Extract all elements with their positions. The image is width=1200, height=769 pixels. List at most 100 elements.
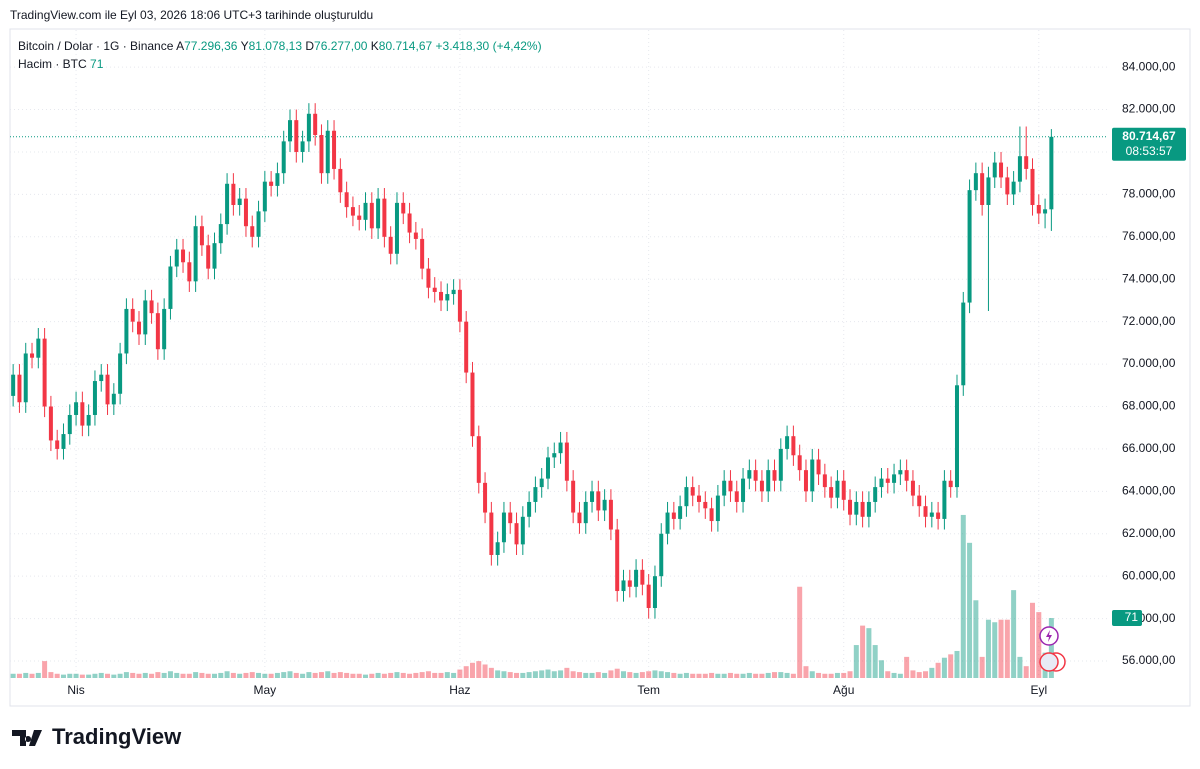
- ohlc-label: K: [370, 39, 379, 53]
- volume-bar: [809, 671, 815, 678]
- candle-body: [199, 226, 204, 246]
- volume-bar: [167, 671, 173, 678]
- volume-bar: [979, 656, 985, 678]
- candle-body: [1024, 156, 1029, 169]
- volume-bar: [92, 673, 98, 678]
- volume-bar: [306, 672, 312, 678]
- candle-body: [816, 459, 821, 475]
- candle-body: [111, 393, 116, 405]
- ohlc-value: 76.277,00: [314, 39, 368, 53]
- volume-bar: [293, 672, 299, 678]
- candle-body: [294, 120, 299, 152]
- candle-body: [250, 226, 255, 237]
- volume-bar: [765, 672, 771, 678]
- y-tick-label: 76.000,00: [1122, 229, 1176, 243]
- candle-body: [130, 308, 135, 322]
- volume-bar: [866, 628, 872, 678]
- volume-bar: [98, 672, 104, 678]
- candle-body: [508, 512, 513, 524]
- volume-bar: [935, 662, 941, 678]
- last-price-badge: [1112, 127, 1186, 161]
- candle-body: [313, 113, 318, 135]
- volume-bar: [54, 673, 60, 678]
- x-tick-label: Nis: [67, 683, 84, 697]
- volume-bar: [822, 673, 828, 678]
- event-icon-glyph: [1046, 630, 1052, 642]
- x-tick-label: Ağu: [833, 683, 854, 697]
- candle-body: [615, 529, 620, 592]
- candle-body: [829, 487, 834, 498]
- volume-bar: [501, 671, 507, 678]
- volume-bar: [1017, 656, 1023, 678]
- candle-body: [797, 455, 802, 471]
- candle-body: [483, 482, 488, 513]
- candle-body: [684, 487, 689, 507]
- candle-body: [640, 569, 645, 585]
- candle-body: [703, 501, 708, 509]
- candle-body: [1049, 136, 1054, 210]
- candle-body: [596, 491, 601, 511]
- volume-bar: [570, 671, 576, 678]
- candle-body: [621, 580, 626, 592]
- candle-body: [363, 202, 368, 220]
- candle-body: [23, 353, 28, 403]
- candle-body: [583, 501, 588, 524]
- candle-body: [445, 294, 450, 301]
- candle-body: [848, 499, 853, 515]
- ohlc-label: D: [305, 39, 315, 53]
- volume-bar: [778, 672, 784, 678]
- candle-body: [954, 385, 959, 488]
- candle-body: [457, 289, 462, 322]
- volume-bar: [193, 672, 199, 678]
- volume-bar: [677, 673, 683, 678]
- candle-body: [187, 262, 192, 282]
- volume-bar: [973, 600, 979, 678]
- volume-bar: [60, 674, 66, 678]
- candle-body: [678, 506, 683, 519]
- candle-body: [206, 245, 211, 269]
- volume-bar: [702, 673, 708, 678]
- volume-bar: [646, 671, 652, 678]
- y-tick-label: 60.000,00: [1122, 568, 1176, 582]
- volume-bar: [709, 672, 715, 678]
- candle-body: [357, 215, 362, 220]
- candle-body: [118, 353, 123, 394]
- candle-body: [835, 480, 840, 498]
- candle-body: [929, 512, 934, 517]
- candle-body: [181, 249, 186, 263]
- candle-body: [910, 480, 915, 496]
- volume-bar: [274, 672, 280, 678]
- candle-body: [262, 181, 267, 212]
- candle-body: [904, 470, 909, 481]
- volume-bar: [407, 673, 413, 678]
- candle-body: [766, 470, 771, 492]
- candle-body: [243, 198, 248, 227]
- volume-bar: [249, 672, 255, 678]
- candle-body: [42, 338, 47, 407]
- volume-bar: [237, 673, 243, 678]
- candle-body: [709, 508, 714, 522]
- event-icon[interactable]: [1039, 652, 1059, 672]
- volume-bar: [998, 619, 1004, 678]
- candle-body: [866, 501, 871, 517]
- volume-bar: [457, 669, 463, 678]
- candle-body: [269, 181, 274, 186]
- candle-body: [92, 381, 97, 415]
- candle-body: [489, 512, 494, 555]
- volume-bar: [526, 672, 532, 678]
- candle-body: [495, 542, 500, 555]
- volume-bar: [828, 673, 834, 678]
- candle-body: [885, 478, 890, 483]
- volume-bar: [904, 656, 910, 678]
- volume-bar: [388, 672, 394, 678]
- candle-body: [143, 300, 148, 335]
- ohlc-value: 80.714,67: [378, 39, 433, 53]
- volume-bar: [111, 674, 117, 678]
- legend: Bitcoin / Dolar · 1G · Binance A77.296,3…: [18, 37, 542, 73]
- candle-body: [376, 198, 381, 229]
- candle-body: [74, 402, 79, 415]
- volume-bar: [1023, 666, 1029, 678]
- candle-body: [948, 480, 953, 488]
- y-tick-label: 68.000,00: [1122, 399, 1176, 413]
- candle-body: [288, 120, 293, 142]
